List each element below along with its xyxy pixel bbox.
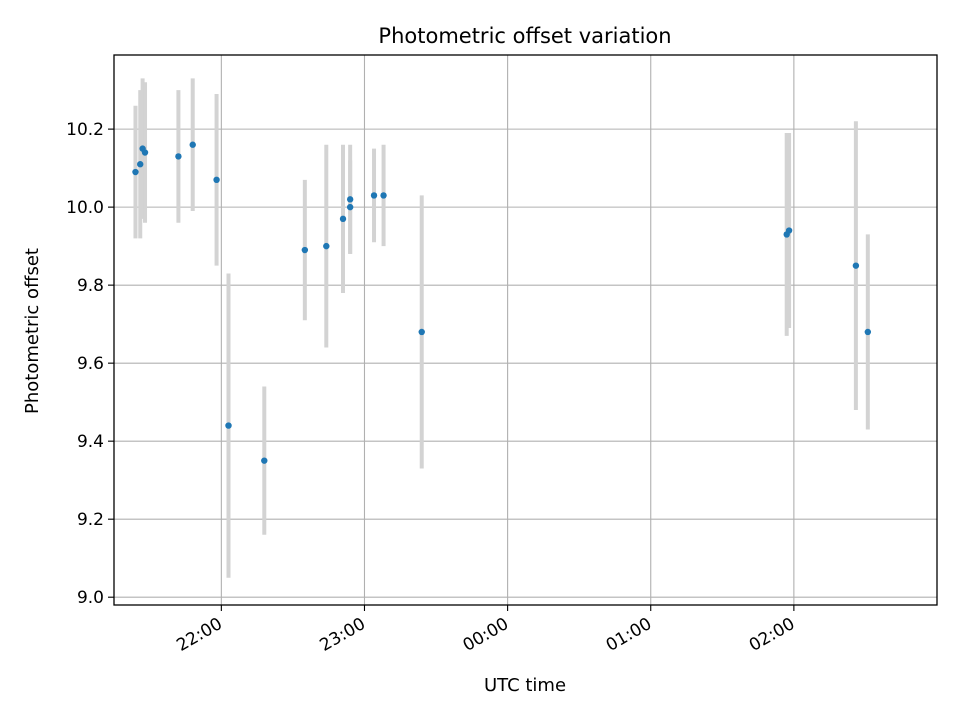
data-point (141, 149, 149, 156)
data-point (323, 242, 330, 250)
grid-lines (114, 55, 937, 605)
x-axis-title: UTC time (484, 675, 566, 696)
data-point (339, 215, 347, 223)
data-point (346, 203, 354, 211)
x-tick-label: 02:00 (746, 614, 798, 656)
data-point (852, 262, 860, 269)
y-tick-label: 9.6 (77, 354, 104, 374)
x-tick-label: 23:00 (317, 614, 369, 656)
y-axis-title: Photometric offset (22, 248, 43, 414)
data-point (132, 168, 139, 176)
axis-ticks: 22:00 23:00 00:00 01:00 02:00 9.0 9.2 9.4 9.6 9.8… (66, 120, 798, 656)
data-point (261, 457, 268, 464)
y-tick-label: 10.0 (66, 198, 104, 218)
data-points (132, 141, 872, 464)
y-tick-label: 9.0 (77, 588, 104, 608)
data-point (225, 422, 232, 429)
data-point (137, 161, 144, 168)
data-point (864, 328, 872, 336)
data-point (213, 176, 220, 184)
chart-title: Photometric offset variation (378, 24, 671, 48)
data-point (370, 192, 378, 199)
error-bars (133, 78, 870, 578)
x-tick-label: 00:00 (460, 614, 512, 656)
y-tick-label: 9.8 (77, 276, 104, 296)
plot-frame (113, 54, 938, 606)
data-point (380, 192, 387, 199)
data-point (346, 196, 354, 203)
data-point (785, 227, 793, 234)
data-point (418, 328, 425, 336)
x-tick-label: 01:00 (603, 614, 655, 656)
y-tick-label: 10.2 (66, 120, 104, 140)
data-point (189, 141, 196, 148)
y-tick-label: 9.2 (77, 510, 104, 530)
x-tick-label: 22:00 (173, 614, 225, 656)
data-point (301, 246, 309, 254)
y-tick-label: 9.4 (77, 432, 104, 452)
data-point (175, 153, 182, 160)
